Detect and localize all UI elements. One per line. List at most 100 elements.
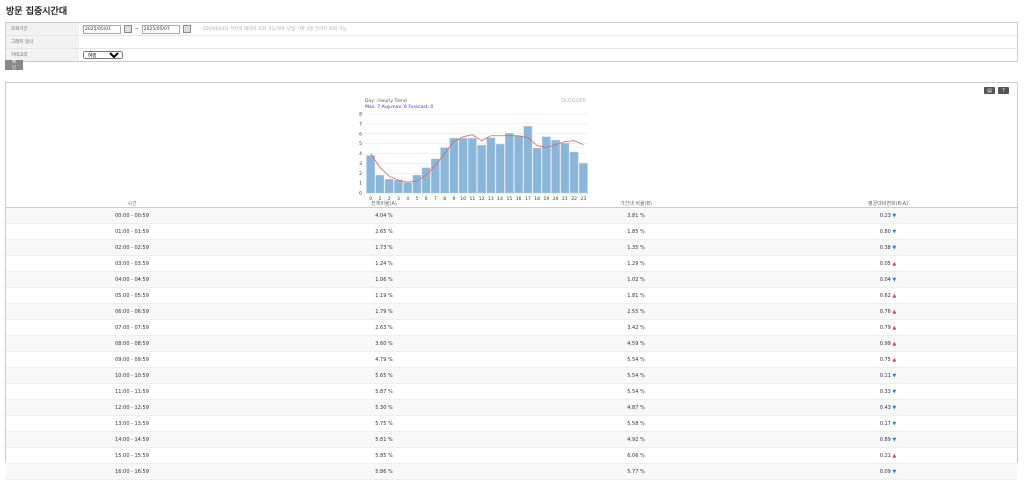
cell-text: 0.75 [879,356,891,363]
bar [532,147,542,194]
cell-text: 1.79 % [375,308,393,315]
table-row: 15:00 - 15:59 5.85 % 6.06 % 0.21 ▲ [6,448,1017,464]
cell-time: 14:00 - 14:59 [6,437,258,443]
arrow-up-icon: ▲ [890,324,897,331]
header-total-ratio: 전체비율(A) [371,201,397,207]
chart-subtitle: Max: 7 Avg.max: 6 Forecast: 0 [365,104,433,110]
bar [523,126,533,194]
cell-period-ratio: 1.85 % [510,229,762,235]
chart-watermark: DLOGGER [561,98,586,104]
x-tick-label: 19 [544,196,550,202]
x-tick-label: 9 [452,196,455,202]
bar [486,137,496,194]
cell-total-ratio: 1.73 % [258,245,510,251]
cell-text: 1.29 % [627,260,645,267]
y-tick-label: 1 [359,181,362,187]
bar [514,135,523,194]
table-row: 04:00 - 04:59 1.06 % 1.02 % 0.04 ▼ [6,272,1017,288]
cell-period-ratio: 4.87 % [510,405,762,411]
cell-text: 2.63 % [375,324,393,331]
cell-text: 16:00 - 16:59 [115,468,149,475]
bar [468,137,477,194]
cell-text: 1.24 % [375,260,393,267]
x-tick-label: 11 [470,196,476,202]
cell-text: 0.80 [879,228,891,235]
category-label: 카테고리 [6,49,79,61]
hourly-chart: Day : Hourly Trend Max: 7 Avg.max: 6 For… [359,98,588,202]
x-tick-label: 12 [479,196,485,202]
cell-total-ratio: 1.79 % [258,309,510,315]
x-tick-label: 18 [534,196,540,202]
cell-time: 02:00 - 02:59 [6,245,258,251]
x-tick-label: 20 [553,196,559,202]
cell-period-ratio: 5.54 % [510,373,762,379]
save-icon[interactable]: ▤ [984,87,995,94]
x-tick-label: 17 [525,196,531,202]
cell-text: 1.73 % [375,244,393,251]
table-row: 02:00 - 02:59 1.73 % 1.35 % 0.38 ▼ [6,240,1017,256]
cell-text: 0.11 [879,372,891,379]
help-button[interactable]: ? [998,87,1009,94]
end-date-input[interactable]: 2025/05/07 [141,24,180,34]
x-tick-label: 7 [434,196,437,202]
cell-change: 0.76 ▲ [762,309,1014,315]
arrow-down-icon: ▼ [890,228,897,235]
cell-text: 1.81 % [627,292,645,299]
cell-total-ratio: 4.04 % [258,213,510,219]
x-tick-label: 8 [443,196,446,202]
cell-time: 13:00 - 13:59 [6,421,258,427]
table-row: 13:00 - 13:59 5.75 % 5.58 % 0.17 ▼ [6,416,1017,432]
cell-change: 0.38 ▼ [762,245,1014,251]
cell-text: 0.09 [879,468,891,475]
x-tick-label: 21 [562,196,568,202]
x-tick-label: 10 [460,196,466,202]
cell-text: 3.42 % [627,324,645,331]
cell-text: 01:00 - 01:59 [115,228,149,235]
page-title: 방문 집중시간대 [6,7,68,17]
cell-text: 0.05 [879,260,891,267]
x-tick-label: 22 [571,196,577,202]
cell-text: 0.33 [879,388,891,395]
cell-text: 0.43 [879,404,891,411]
cell-text: 0.23 [879,212,891,219]
x-tick-label: 2 [388,196,391,202]
y-tick-label: 4 [359,151,362,157]
category-select[interactable]: 여행 [83,51,123,59]
x-tick-label: 5 [415,196,418,202]
calendar-icon[interactable] [182,25,191,33]
cell-period-ratio: 1.02 % [510,277,762,283]
bar [384,178,394,194]
x-tick-label: 23 [581,196,587,202]
table-row: 01:00 - 01:59 2.65 % 1.85 % 0.80 ▼ [6,224,1017,240]
cell-text: 4.87 % [627,404,645,411]
confirm-button[interactable]: 확인 [5,59,23,70]
graph-row: 그래프 형식 [6,36,1017,49]
x-tick-label: 13 [488,196,494,202]
x-tick-label: 16 [516,196,522,202]
cell-time: 04:00 - 04:59 [6,277,258,283]
cell-time: 09:00 - 09:59 [6,357,258,363]
bar [495,143,505,194]
cell-text: 13:00 - 13:59 [115,420,149,427]
y-tick-label: 8 [359,112,362,118]
cell-text: 2.65 % [375,228,393,235]
header-time[interactable]: 시간 [127,201,137,207]
arrow-up-icon: ▲ [890,356,897,363]
bar [394,179,403,194]
table-row: 10:00 - 10:59 5.65 % 5.54 % 0.11 ▼ [6,368,1017,384]
cell-change: 0.17 ▼ [762,421,1014,427]
table-row: 16:00 - 16:59 5.86 % 5.77 % 0.09 ▼ [6,464,1017,480]
arrow-down-icon: ▼ [890,420,897,427]
cell-text: 0.17 [879,420,891,427]
table-row: 06:00 - 06:59 1.79 % 2.55 % 0.76 ▲ [6,304,1017,320]
bar [366,155,375,194]
calendar-icon[interactable] [124,25,132,33]
cell-text: 0.99 [879,340,891,347]
start-date-input[interactable]: 2025/05/01 [83,24,121,34]
table-row: 03:00 - 03:59 1.24 % 1.29 % 0.05 ▲ [6,256,1017,272]
cell-total-ratio: 4.79 % [258,357,510,363]
cell-text: 1.02 % [627,276,645,283]
bar [505,133,514,194]
x-tick-label: 0 [369,196,372,202]
cell-time: 16:00 - 16:59 [6,469,258,475]
